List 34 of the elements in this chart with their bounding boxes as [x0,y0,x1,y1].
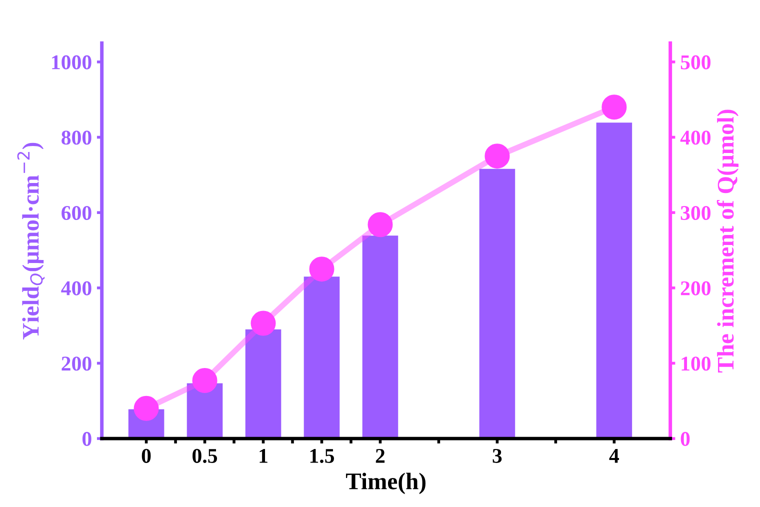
bar [362,236,398,439]
y2-tick-label: 200 [680,281,710,296]
bar [479,168,516,439]
bar [596,122,632,439]
point [368,212,393,238]
y-axis-title: Yield$_{Q}$(μmol·cm$^{−2}$) [17,142,45,340]
point [309,256,334,282]
bar [304,276,340,439]
y2-tick-label: 400 [680,130,710,145]
y-tick-label: 0 [82,432,92,446]
y2-axis-title: The increment of Q(μmol) [716,110,738,373]
point [484,144,510,169]
y2-tick-label: 300 [680,206,710,220]
x-tick-label: 1 [260,448,268,463]
x-tick-label: 4 [609,449,619,463]
y2-tick-label: 0 [680,432,690,446]
y2-tick-label: 500 [680,55,710,70]
x-tick-label: 2 [376,448,385,463]
y-tick-label: 800 [62,130,92,145]
point [250,310,276,336]
y-tick-label: 600 [62,206,92,220]
y2-tick-label: 100 [682,356,710,371]
x-tick-label: 1.5 [310,448,334,464]
point [134,396,159,421]
x-tick-label: 3 [492,448,502,463]
x-tick-label: 0.5 [192,448,218,464]
y-tick-label: 1000 [52,55,92,70]
x-tick-label: 0 [142,448,151,463]
y-tick-label: 200 [62,356,92,371]
bar [245,329,282,439]
y-tick-label: 400 [61,281,92,296]
point [602,94,627,120]
x-axis-title: Time(h) [346,472,426,494]
point [192,368,218,394]
